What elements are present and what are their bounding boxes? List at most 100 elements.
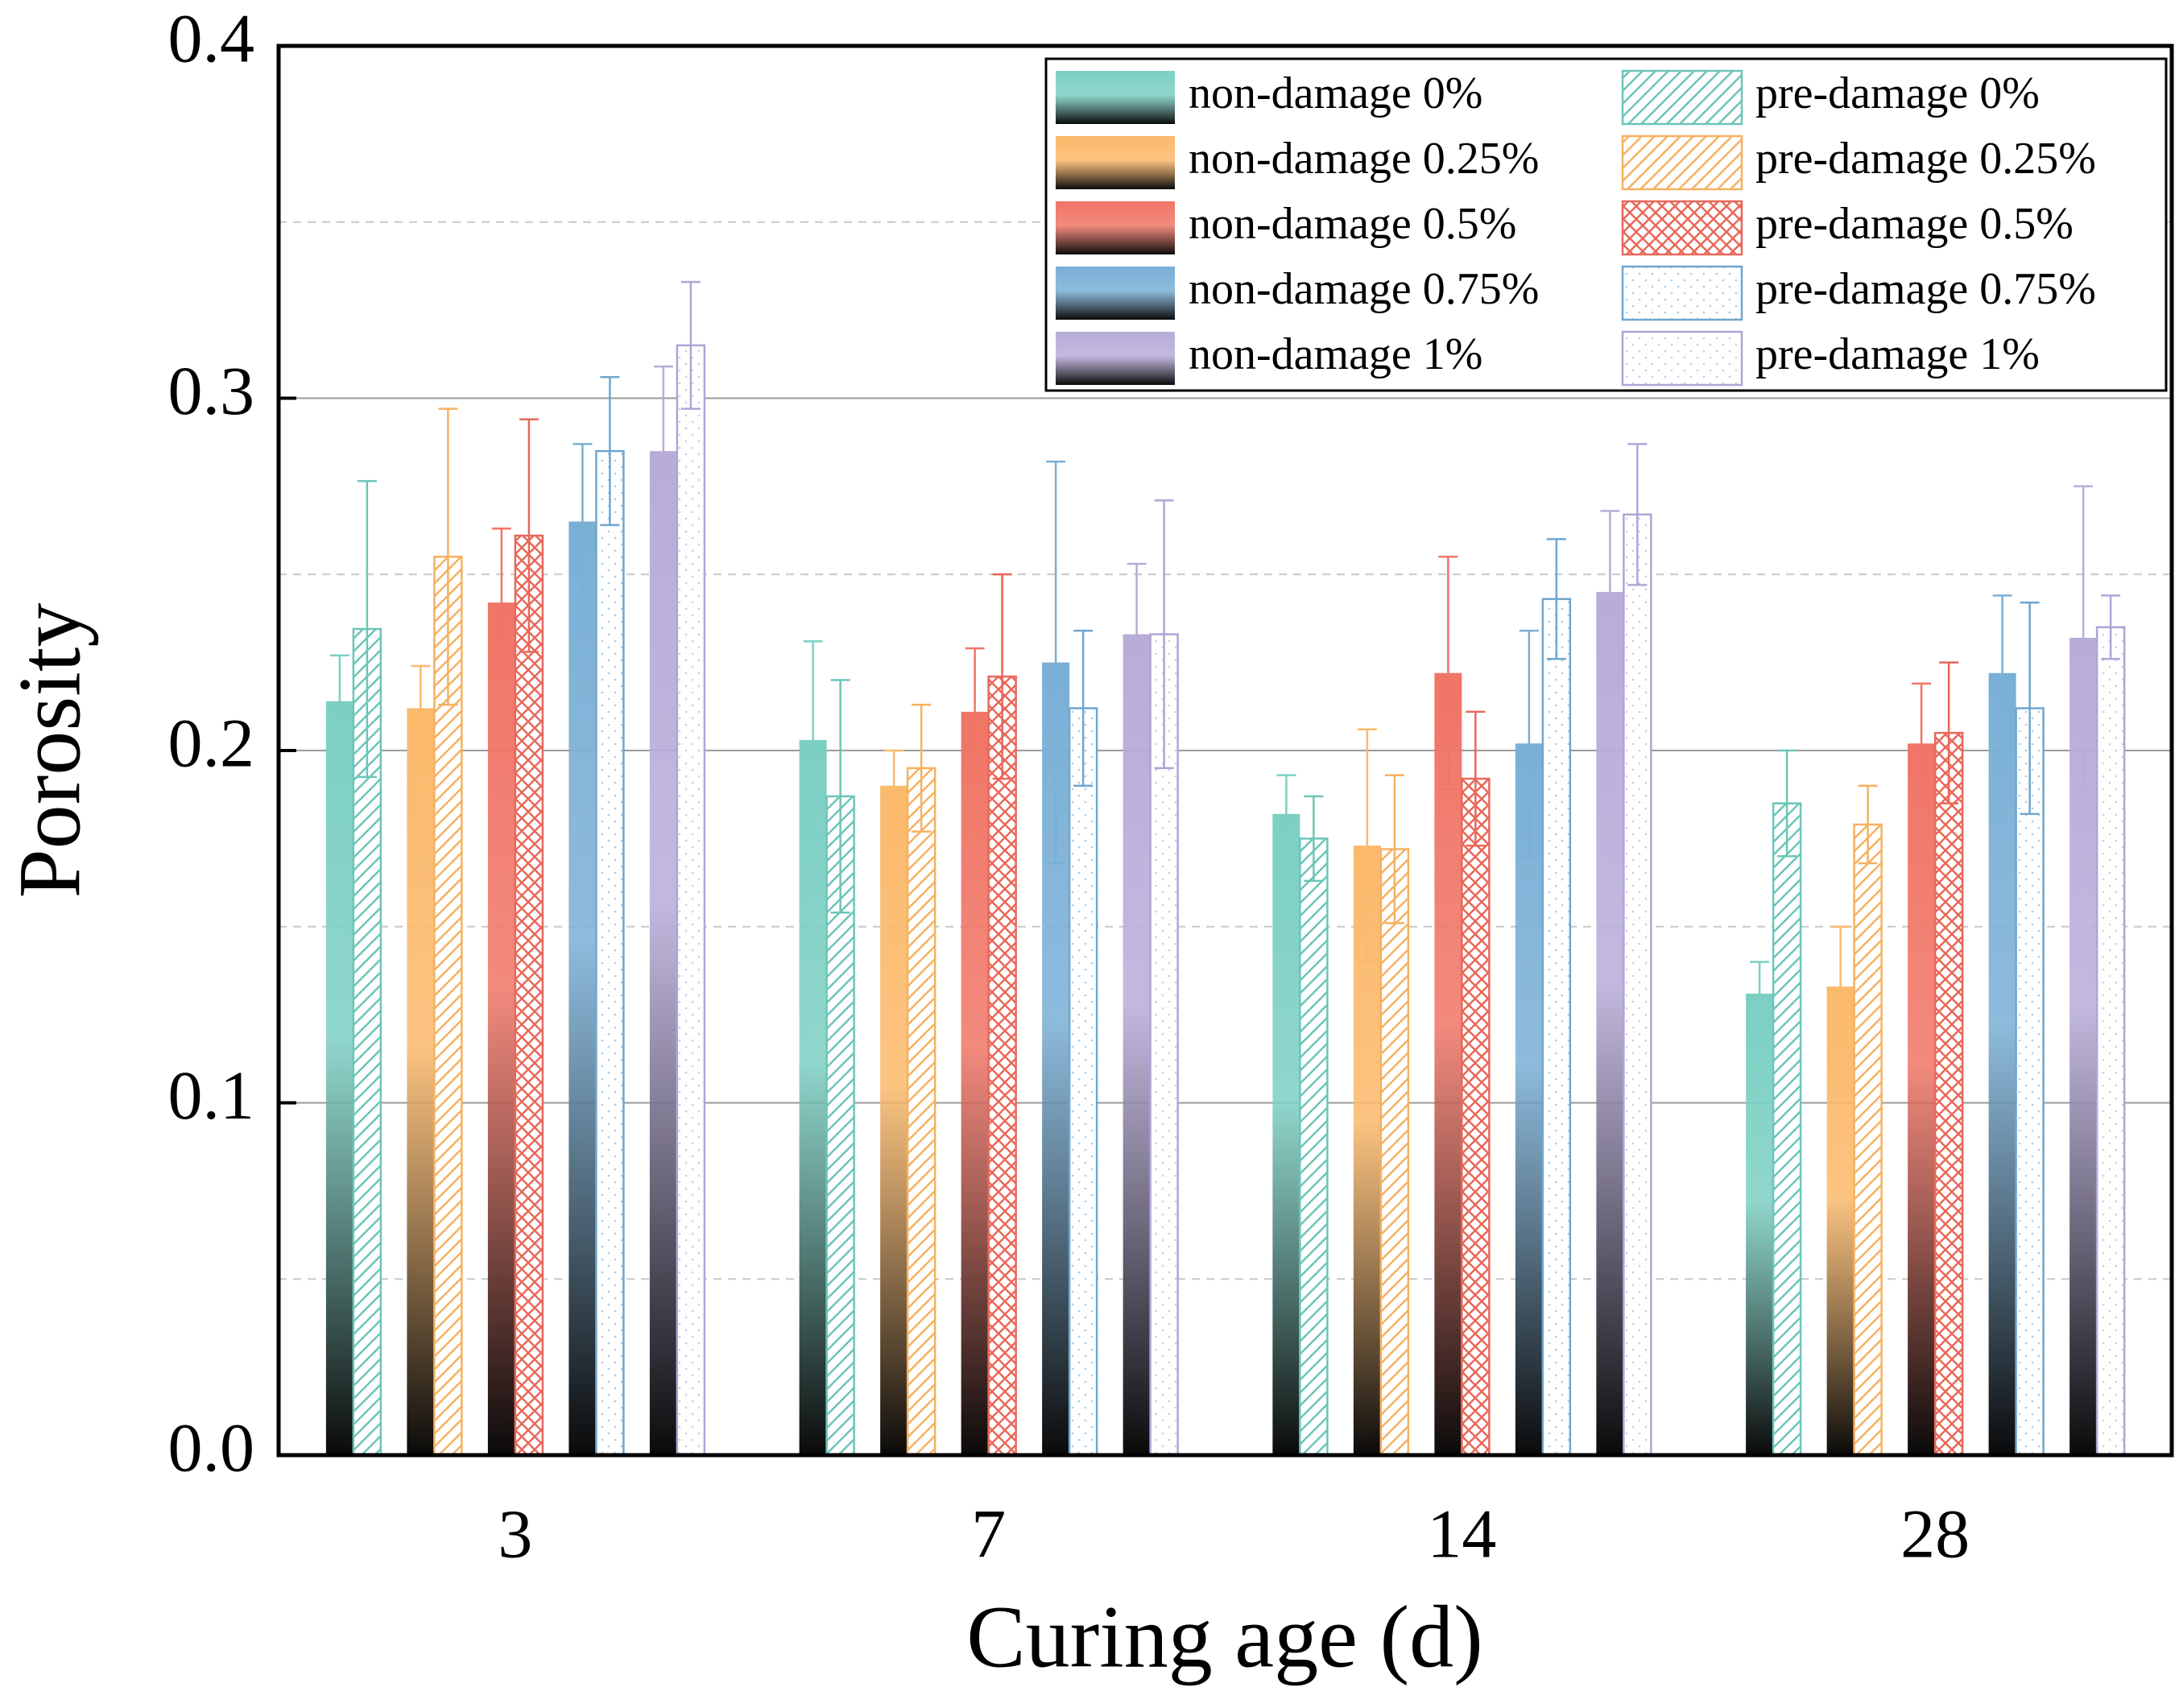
error-bar	[438, 407, 458, 706]
error-bar	[992, 573, 1012, 780]
legend-swatch	[1621, 69, 1743, 126]
bar	[514, 534, 544, 1457]
error-bar	[912, 703, 932, 833]
bar	[1434, 672, 1462, 1455]
error-bar	[411, 664, 431, 752]
bar	[433, 556, 463, 1457]
bar	[595, 449, 625, 1457]
bar	[987, 675, 1017, 1457]
bar	[487, 602, 515, 1455]
bar	[676, 344, 706, 1457]
error-bar	[1154, 499, 1174, 770]
x-tick-label: 28	[1900, 1495, 1970, 1573]
error-bar	[1546, 538, 1566, 660]
x-axis-title: Curing age (d)	[966, 1587, 1482, 1685]
legend-swatch	[1621, 330, 1743, 387]
error-bar	[653, 365, 673, 537]
bar	[1299, 837, 1329, 1457]
x-tick-label: 14	[1427, 1495, 1496, 1573]
error-bar	[2020, 602, 2040, 815]
error-bar	[1276, 774, 1296, 854]
error-bar	[1384, 774, 1404, 924]
x-tick-label: 3	[498, 1495, 532, 1573]
legend-label: non-damage 0.75%	[1189, 264, 1539, 314]
bar	[1123, 634, 1151, 1455]
error-bar	[1939, 661, 1959, 804]
error-bar	[2074, 485, 2094, 791]
error-bar	[1912, 682, 1932, 804]
error-bar	[1519, 630, 1539, 858]
legend-swatch	[1056, 267, 1175, 320]
bar	[2015, 707, 2045, 1457]
bar	[880, 785, 908, 1455]
legend-label: pre-damage 0%	[1755, 68, 2040, 118]
legend-box	[1044, 57, 2168, 392]
error-bar	[1858, 784, 1878, 865]
y-axis-title: Porosity	[0, 603, 98, 899]
error-bar	[2101, 594, 2121, 660]
legend-swatch	[1621, 200, 1743, 256]
error-bar	[600, 376, 620, 527]
error-bar	[680, 280, 701, 410]
y-tick-label: 0.0	[168, 1409, 255, 1487]
bar	[1933, 731, 1964, 1457]
legend-label: pre-damage 0.75%	[1755, 264, 2096, 314]
bar	[1623, 513, 1652, 1457]
bar	[1515, 743, 1543, 1455]
y-tick-label: 0.4	[168, 0, 255, 77]
error-bar	[573, 443, 593, 601]
bar	[1596, 592, 1624, 1455]
legend-swatch	[1621, 265, 1743, 321]
bar	[1988, 672, 2016, 1455]
bar	[1826, 986, 1854, 1455]
error-bar	[1127, 562, 1147, 706]
error-bar	[1304, 795, 1324, 883]
bar	[569, 521, 597, 1455]
error-bar	[1357, 728, 1377, 963]
error-bar	[357, 480, 377, 779]
legend-label: non-damage 0.5%	[1189, 199, 1516, 249]
error-bar	[1777, 749, 1797, 858]
error-bar	[803, 640, 823, 840]
bar	[1853, 823, 1883, 1457]
legend-swatch	[1056, 332, 1175, 385]
error-bar	[1627, 443, 1648, 586]
bar	[1272, 813, 1300, 1455]
error-bar	[830, 679, 850, 914]
bar	[649, 451, 677, 1455]
error-bar	[519, 418, 539, 653]
legend-label: pre-damage 1%	[1755, 329, 2040, 379]
bar	[906, 767, 937, 1457]
error-bar	[1600, 510, 1620, 674]
y-tick-label: 0.3	[168, 352, 255, 429]
error-bar	[1438, 556, 1458, 791]
legend-label: non-damage 0.25%	[1189, 134, 1539, 184]
legend-label: non-damage 1%	[1189, 329, 1482, 379]
x-tick-label: 7	[971, 1495, 1006, 1573]
bar	[1772, 802, 1802, 1457]
legend-label: non-damage 0%	[1189, 68, 1482, 118]
legend-swatch	[1056, 71, 1175, 124]
error-bar	[1073, 630, 1094, 787]
error-bar	[884, 749, 904, 822]
error-bar	[1992, 594, 2012, 752]
error-bar	[491, 527, 511, 678]
y-tick-label: 0.2	[168, 705, 255, 782]
bar	[799, 739, 827, 1455]
bar	[1068, 707, 1098, 1457]
bar	[1379, 848, 1410, 1457]
error-bar	[329, 654, 349, 748]
plot-frame	[276, 43, 2174, 1458]
bar	[961, 711, 989, 1455]
legend-label: pre-damage 0.25%	[1755, 134, 2096, 184]
bar	[1461, 777, 1491, 1457]
error-bar	[1830, 925, 1850, 1048]
legend-swatch	[1056, 201, 1175, 254]
bar	[2095, 626, 2126, 1457]
error-bar	[965, 647, 985, 776]
legend-swatch	[1056, 136, 1175, 189]
bar	[1149, 633, 1179, 1457]
bar	[1541, 598, 1572, 1457]
error-bar	[1466, 710, 1486, 847]
